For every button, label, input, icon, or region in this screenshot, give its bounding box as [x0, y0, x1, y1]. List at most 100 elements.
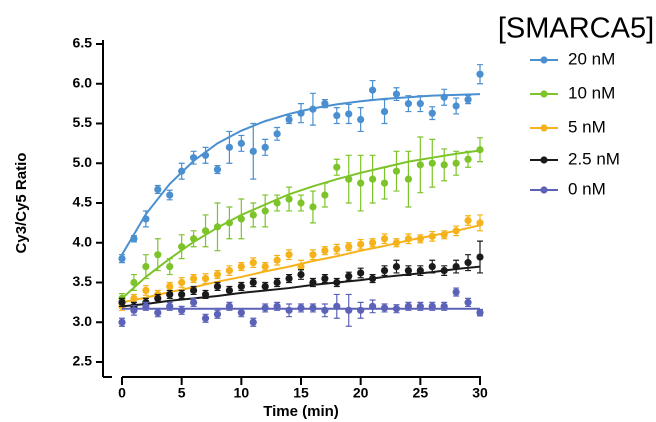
legend-marker — [540, 56, 548, 64]
data-point — [178, 243, 186, 251]
data-point — [333, 278, 341, 287]
data-point — [297, 109, 305, 117]
data-point — [476, 253, 484, 261]
data-point — [118, 318, 126, 326]
data-point — [261, 263, 269, 271]
data-point — [380, 266, 389, 275]
legend-marker — [540, 156, 548, 164]
y-tick-label: 4.0 — [73, 233, 93, 249]
data-point — [309, 304, 317, 312]
data-point — [249, 318, 257, 326]
data-point — [190, 286, 198, 295]
data-point — [440, 93, 448, 101]
data-point — [225, 286, 233, 295]
data-point — [321, 274, 329, 283]
data-point — [404, 235, 412, 243]
data-point — [416, 161, 424, 169]
data-point — [392, 167, 401, 175]
data-point — [273, 302, 281, 310]
data-point — [404, 266, 412, 275]
data-point — [321, 306, 329, 314]
data-point — [357, 240, 365, 248]
data-point — [392, 263, 401, 271]
data-point — [201, 274, 210, 283]
data-point — [261, 304, 269, 312]
data-point — [357, 179, 365, 187]
data-point — [476, 309, 484, 317]
data-point — [440, 266, 448, 275]
data-point — [166, 282, 174, 291]
data-point — [404, 302, 412, 310]
x-tick-label: 10 — [234, 385, 250, 401]
data-point — [428, 302, 436, 310]
data-point — [178, 290, 186, 299]
x-axis-label: Time (min) — [263, 403, 339, 420]
data-point — [392, 305, 401, 313]
data-point — [273, 278, 281, 287]
data-point — [190, 154, 198, 162]
x-tick-label: 25 — [413, 385, 429, 401]
x-tick-label: 0 — [118, 385, 126, 401]
data-point — [333, 163, 341, 171]
legend-label: 5 nM — [568, 117, 606, 136]
legend-title: [SMARCA5] — [498, 13, 654, 45]
data-point — [166, 302, 174, 310]
data-point — [380, 235, 389, 243]
data-point — [464, 259, 472, 267]
data-point — [190, 274, 198, 283]
y-tick-label: 6.0 — [73, 74, 93, 90]
data-point — [130, 306, 138, 314]
data-point — [333, 245, 341, 253]
data-point — [369, 302, 377, 310]
data-point — [225, 143, 233, 151]
data-point — [142, 302, 150, 310]
data-point — [225, 266, 233, 275]
data-point — [249, 278, 257, 287]
data-point — [142, 263, 150, 271]
y-tick-label: 3.0 — [73, 313, 93, 329]
data-point — [416, 266, 424, 275]
x-tick-label: 20 — [353, 385, 369, 401]
data-point — [452, 102, 460, 110]
data-point — [273, 256, 281, 264]
data-point — [225, 302, 233, 310]
data-point — [273, 199, 281, 207]
data-point — [285, 274, 293, 283]
data-point — [201, 227, 210, 235]
data-point — [285, 195, 293, 203]
data-point — [166, 290, 174, 299]
y-tick-label: 2.5 — [73, 353, 93, 369]
data-point — [476, 146, 484, 154]
data-point — [428, 263, 436, 271]
data-point — [154, 294, 162, 302]
data-point — [309, 203, 317, 211]
data-point — [416, 100, 424, 108]
data-point — [190, 235, 198, 243]
data-point — [476, 219, 484, 227]
legend-label: 20 nM — [568, 49, 615, 68]
data-point — [416, 302, 424, 310]
data-point — [201, 290, 210, 299]
data-point — [166, 191, 174, 199]
data-point — [369, 239, 377, 247]
data-point — [142, 215, 150, 223]
data-point — [333, 302, 341, 310]
y-tick-label: 3.5 — [73, 273, 93, 289]
data-point — [237, 282, 245, 291]
data-point — [285, 115, 293, 124]
data-point — [154, 309, 162, 317]
data-point — [213, 223, 222, 231]
data-point — [213, 282, 222, 291]
data-point — [178, 278, 186, 287]
data-point — [261, 282, 269, 291]
data-point — [261, 207, 269, 215]
y-tick-label: 4.5 — [73, 194, 93, 210]
data-point — [297, 263, 305, 271]
data-point — [225, 219, 233, 227]
data-point — [154, 185, 162, 194]
data-point — [452, 263, 460, 271]
legend-label: 10 nM — [568, 83, 615, 102]
data-point — [476, 70, 484, 78]
data-point — [345, 110, 353, 118]
data-point — [178, 167, 186, 175]
